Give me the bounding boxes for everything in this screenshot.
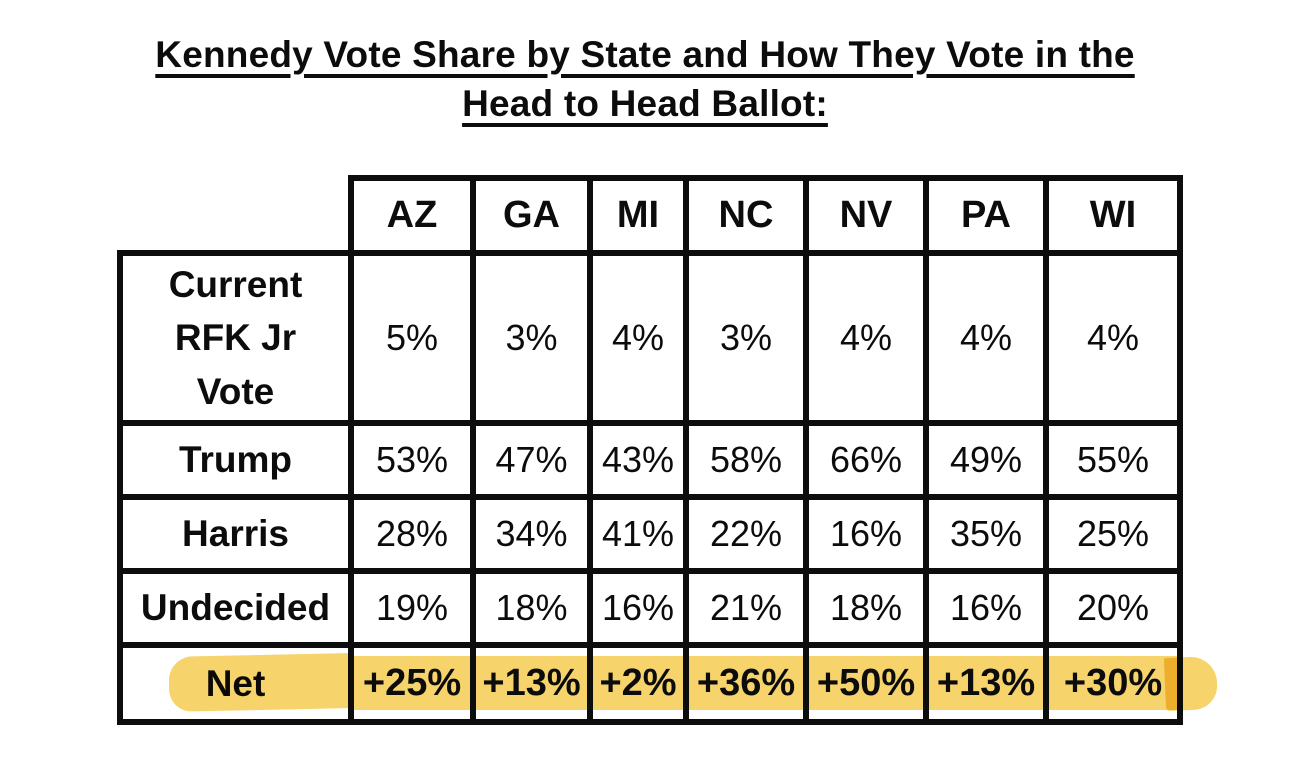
table-cell: 16%	[803, 494, 929, 574]
table-cell: 18%	[803, 568, 929, 648]
header-row: AZ GA MI NC NV PA WI	[120, 175, 1183, 256]
vote-share-table-wrapper: AZ GA MI NC NV PA WI Current RFK Jr Vote	[117, 175, 1219, 725]
column-header-nv: NV	[803, 175, 929, 256]
table-cell: 41%	[587, 494, 689, 574]
table-cell: 4%	[587, 250, 689, 426]
table-cell: 28%	[348, 494, 476, 574]
table-cell-highlighted: +25%	[348, 642, 476, 725]
highlighter-stroke	[168, 653, 351, 712]
table-row-harris: Harris 28% 34% 41% 22% 16% 35% 25%	[117, 494, 1183, 574]
table-row-net: Net +25% +13% +2% +36% +50% +13% +30%	[117, 642, 1183, 725]
table-cell: 3%	[683, 250, 809, 426]
table-cell: 47%	[470, 420, 593, 500]
table-cell: 35%	[923, 494, 1049, 574]
column-header-nc: NC	[683, 175, 809, 256]
row-label-line: Vote	[196, 370, 275, 412]
row-label-line: RFK Jr	[174, 317, 297, 359]
table-cell-highlighted: +30%	[1043, 642, 1183, 725]
column-header-ga: GA	[470, 175, 593, 256]
table-row-undecided: Undecided 19% 18% 16% 21% 18% 16% 20%	[117, 568, 1183, 648]
highlighter-stroke-tail	[1163, 655, 1219, 712]
table-cell: 43%	[587, 420, 689, 500]
table-cell: 34%	[470, 494, 593, 574]
table-cell: 22%	[683, 494, 809, 574]
table-cell-highlighted: +36%	[683, 642, 809, 725]
table-cell: 4%	[803, 250, 929, 426]
table-cell: 4%	[923, 250, 1049, 426]
table-cell: 53%	[348, 420, 476, 500]
table-cell: 5%	[348, 250, 476, 426]
vote-share-table: AZ GA MI NC NV PA WI Current RFK Jr Vote	[117, 175, 1183, 725]
table-cell: 16%	[587, 568, 689, 648]
table-cell: 19%	[348, 568, 476, 648]
title-line-1: Kennedy Vote Share by State and How They…	[155, 34, 1135, 75]
table-cell: 49%	[923, 420, 1049, 500]
table-row-trump: Trump 53% 47% 43% 58% 66% 49% 55%	[117, 420, 1183, 500]
table-cell: 3%	[470, 250, 593, 426]
table-cell: 21%	[683, 568, 809, 648]
row-label-harris: Harris	[117, 494, 354, 574]
row-label-undecided: Undecided	[117, 568, 354, 648]
table-cell: 4%	[1043, 250, 1183, 426]
title-line-2: Head to Head Ballot:	[462, 83, 828, 124]
table-cell: 66%	[803, 420, 929, 500]
table-corner-spacer	[120, 178, 351, 253]
table-cell-highlighted: +13%	[923, 642, 1049, 725]
table-cell-highlighted: +13%	[470, 642, 593, 725]
table-cell: 20%	[1043, 568, 1183, 648]
table-cell-highlighted: +2%	[587, 642, 689, 725]
table-cell: 58%	[683, 420, 809, 500]
column-header-wi: WI	[1043, 175, 1183, 256]
column-header-pa: PA	[923, 175, 1049, 256]
row-label-net: Net	[117, 642, 354, 725]
page-title: Kennedy Vote Share by State and How They…	[0, 30, 1290, 128]
table-cell: 16%	[923, 568, 1049, 648]
table-cell: 55%	[1043, 420, 1183, 500]
row-label-line: Current	[168, 263, 303, 305]
column-header-mi: MI	[587, 175, 689, 256]
row-label-trump: Trump	[117, 420, 354, 500]
table-cell: 18%	[470, 568, 593, 648]
column-header-az: AZ	[348, 175, 476, 256]
table-cell-highlighted: +50%	[803, 642, 929, 725]
row-label-current-rfk-vote: Current RFK Jr Vote	[117, 250, 354, 426]
table-cell: 25%	[1043, 494, 1183, 574]
table-row-current-rfk-vote: Current RFK Jr Vote 5% 3% 4% 3% 4% 4% 4%	[117, 250, 1183, 426]
